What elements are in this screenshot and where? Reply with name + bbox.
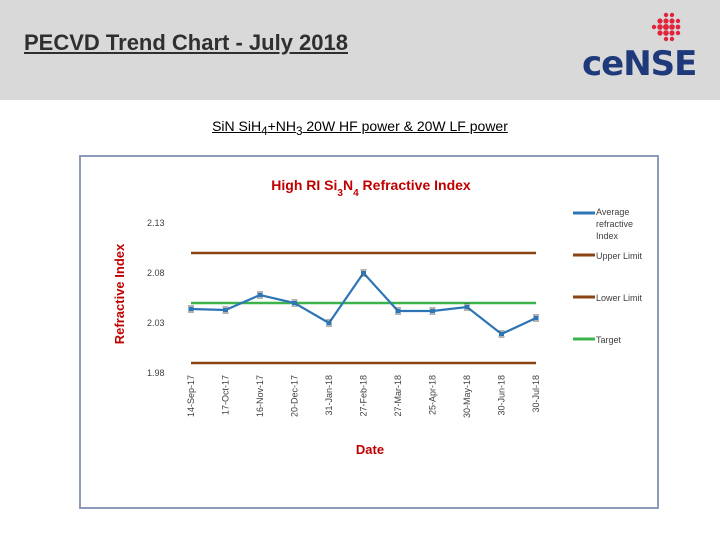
- x-tick-label: 17-Oct-17: [221, 375, 231, 415]
- legend-label: Index: [596, 231, 619, 241]
- chart-title-part: N: [343, 177, 353, 193]
- data-point: [188, 307, 194, 311]
- x-tick-label: 30-Jul-18: [531, 375, 541, 413]
- data-point: [430, 309, 435, 313]
- data-point: [326, 321, 332, 325]
- data-point: [257, 293, 263, 297]
- y-tick-label: 2.03: [147, 318, 165, 328]
- y-axis-label: Refractive Index: [112, 243, 127, 344]
- y-tick-label: 2.08: [147, 268, 165, 278]
- data-point: [292, 301, 297, 305]
- x-tick-label: 30-May-18: [462, 375, 472, 418]
- x-tick-label: 14-Sep-17: [186, 375, 196, 417]
- x-tick-label: 25-Apr-18: [428, 375, 438, 415]
- x-tick-label: 30-Jun-18: [497, 375, 507, 416]
- cense-logo: ceNSE: [580, 12, 697, 84]
- logo-text: ceNSE: [582, 44, 697, 84]
- legend-label: Average: [596, 207, 629, 217]
- x-tick-label: 27-Mar-18: [393, 375, 403, 417]
- y-tick-label: 1.98: [147, 368, 165, 378]
- subtitle-subscript: 3: [296, 124, 303, 138]
- slide-title: PECVD Trend Chart - July 2018: [24, 30, 348, 55]
- x-axis-label: Date: [356, 442, 384, 457]
- data-point: [361, 271, 366, 275]
- data-point: [533, 316, 539, 320]
- y-tick-label: 2.13: [147, 218, 165, 228]
- subtitle-part: +NH: [267, 118, 296, 134]
- logo-dots-icon: [651, 12, 681, 42]
- chart-frame: High RI Si3N4 Refractive Index Refractiv…: [79, 155, 659, 509]
- legend-label: Upper Limit: [596, 251, 643, 261]
- x-tick-label: 20-Dec-17: [290, 375, 300, 417]
- x-tick-label: 27-Feb-18: [359, 375, 369, 417]
- data-point: [395, 309, 401, 313]
- data-point: [223, 308, 228, 312]
- x-tick-label: 31-Jan-18: [324, 375, 334, 416]
- legend-label: refractive: [596, 219, 633, 229]
- data-point: [464, 305, 470, 309]
- legend-label: Lower Limit: [596, 293, 643, 303]
- chart-title: High RI Si3N4 Refractive Index: [271, 177, 471, 199]
- x-tick-label: 16-Nov-17: [255, 375, 265, 417]
- legend-label: Target: [596, 335, 622, 345]
- subtitle-subscript: 4: [261, 124, 268, 138]
- subtitle-part: 20W HF power & 20W LF power: [302, 118, 508, 134]
- chart-title-part: High RI Si: [271, 177, 337, 193]
- refractive-index-chart: High RI Si3N4 Refractive Index Refractiv…: [112, 177, 643, 457]
- data-point: [499, 332, 504, 336]
- chart-title-subscript: 4: [353, 188, 359, 199]
- chart-title-subscript: 3: [337, 188, 343, 199]
- chart-title-part: Refractive Index: [359, 177, 471, 193]
- subtitle-part: SiN SiH: [212, 118, 262, 134]
- slide-subtitle: SiN SiH4+NH3 20W HF power & 20W LF power: [0, 118, 720, 138]
- slide-header: PECVD Trend Chart - July 2018 ceNSE: [0, 0, 720, 100]
